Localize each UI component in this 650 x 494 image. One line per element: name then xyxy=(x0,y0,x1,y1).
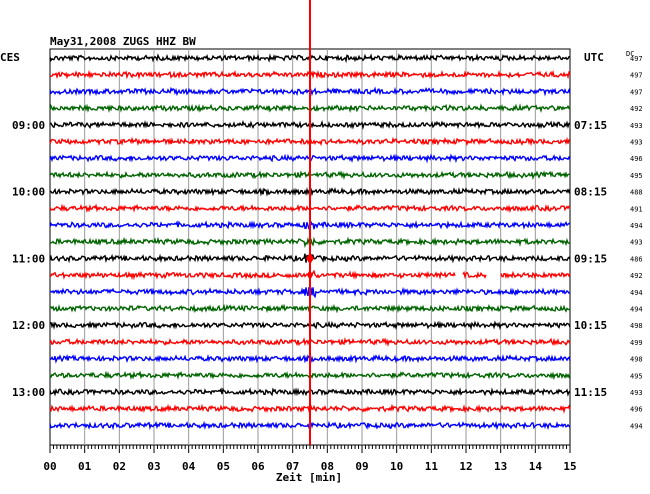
right-time-label: 09:15 xyxy=(574,252,607,265)
x-tick-label: 06 xyxy=(251,460,265,473)
dc-value-label: 486 xyxy=(630,255,643,263)
label-group: 00 01 02 03 04 05 06 07 08 09 10 11 12 13 14 15 09:00 10:… xyxy=(12,55,643,473)
x-tick-label: 11 xyxy=(425,460,439,473)
left-axis-label: CES xyxy=(0,51,20,64)
seismic-trace xyxy=(49,269,571,281)
x-axis-label: Zeit [min] xyxy=(276,471,342,484)
dc-value-label: 488 xyxy=(630,189,643,197)
x-tick-label: 15 xyxy=(563,460,576,473)
dc-value-label: 493 xyxy=(630,139,643,147)
trace-group xyxy=(49,0,571,445)
x-tick-label: 02 xyxy=(113,460,126,473)
left-time-label: 12:00 xyxy=(12,319,45,332)
chart-title: May31,2008 ZUGS HHZ BW xyxy=(50,35,196,48)
dc-value-label: 492 xyxy=(630,272,643,280)
x-tick-label: 00 xyxy=(43,460,56,473)
event-burst xyxy=(306,252,314,265)
dc-value-label: 498 xyxy=(630,356,643,364)
dc-value-label: 493 xyxy=(630,239,643,247)
dc-value-label: 497 xyxy=(630,72,643,80)
dc-value-label: 492 xyxy=(630,105,643,113)
right-time-label: 08:15 xyxy=(574,186,607,199)
dc-value-label: 497 xyxy=(630,88,643,96)
right-axis-label: UTC xyxy=(584,51,604,64)
left-time-label: 13:00 xyxy=(12,386,45,399)
x-tick-label: 14 xyxy=(529,460,543,473)
dc-value-label: 496 xyxy=(630,155,643,163)
dc-value-label: 496 xyxy=(630,406,643,414)
dc-value-label: 499 xyxy=(630,339,643,347)
x-tick-label: 12 xyxy=(459,460,472,473)
x-tick-label: 13 xyxy=(494,460,507,473)
right-time-label: 11:15 xyxy=(574,386,607,399)
x-tick-label: 10 xyxy=(390,460,403,473)
right-time-label: 10:15 xyxy=(574,319,607,332)
x-tick-label: 09 xyxy=(355,460,368,473)
dc-column-label: DC xyxy=(626,50,634,58)
dc-value-label: 498 xyxy=(630,322,643,330)
dc-value-label: 491 xyxy=(630,205,643,213)
chart-grid xyxy=(49,48,571,453)
dc-value-label: 495 xyxy=(630,172,643,180)
x-tick-label: 05 xyxy=(217,460,230,473)
x-tick-label: 08 xyxy=(321,460,334,473)
dc-value-label: 493 xyxy=(630,389,643,397)
x-tick-label: 04 xyxy=(182,460,196,473)
dc-value-label: 494 xyxy=(630,422,643,430)
dc-value-label: 494 xyxy=(630,222,643,230)
x-tick-label: 01 xyxy=(78,460,92,473)
left-time-label: 09:00 xyxy=(12,119,45,132)
dc-value-label: 494 xyxy=(630,289,643,297)
event-burst xyxy=(307,270,313,281)
left-time-label: 10:00 xyxy=(12,186,45,199)
right-time-label: 07:15 xyxy=(574,119,607,132)
dc-value-label: 495 xyxy=(630,372,643,380)
x-tick-label: 03 xyxy=(147,460,160,473)
left-time-label: 11:00 xyxy=(12,252,45,265)
dc-value-label: 493 xyxy=(630,122,643,130)
dc-value-label: 494 xyxy=(630,306,643,314)
dc-value-label: 497 xyxy=(630,55,643,63)
x-tick-label: 07 xyxy=(286,460,299,473)
